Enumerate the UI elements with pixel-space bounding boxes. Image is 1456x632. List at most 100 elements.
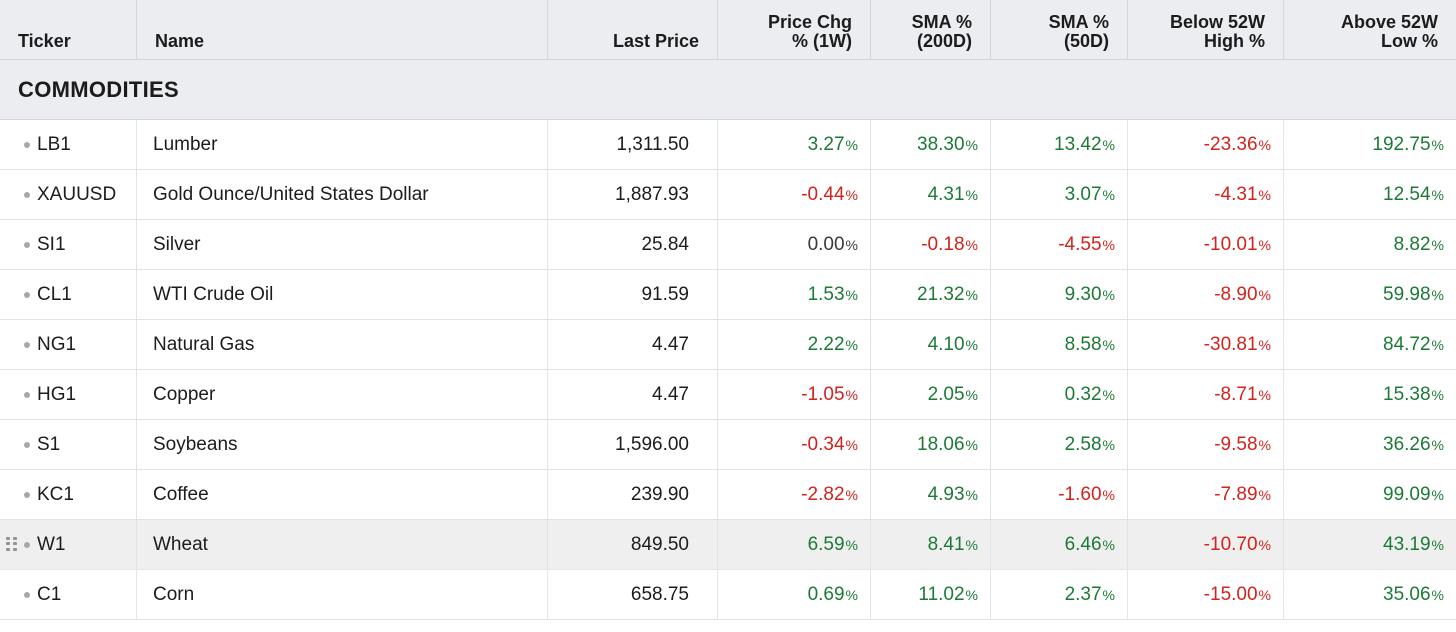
percent-value: -10.01 bbox=[1203, 233, 1258, 255]
percent-value: 21.32 bbox=[917, 283, 965, 305]
above-52w-low-cell: 43.19% bbox=[1284, 520, 1456, 569]
percent-value: 8.58 bbox=[1064, 333, 1102, 355]
sma-50d-cell: 2.37% bbox=[991, 570, 1128, 619]
percent-value: -30.81 bbox=[1203, 333, 1258, 355]
ticker-symbol: KC1 bbox=[37, 483, 74, 505]
percent-sign: % bbox=[845, 536, 858, 553]
percent-value: 36.26 bbox=[1383, 433, 1431, 455]
header-line: (200D) bbox=[916, 31, 972, 51]
name-cell: Natural Gas bbox=[137, 320, 548, 369]
percent-sign: % bbox=[1102, 536, 1115, 553]
column-header-below-52w-high[interactable]: Below 52W High % bbox=[1128, 0, 1284, 59]
column-header-ticker[interactable]: Ticker bbox=[0, 0, 137, 59]
percent-sign: % bbox=[1258, 186, 1271, 203]
price-chg-1w-cell: -1.05% bbox=[718, 370, 871, 419]
name-cell: Soybeans bbox=[137, 420, 548, 469]
price-chg-1w-cell: 6.59% bbox=[718, 520, 871, 569]
ticker-cell[interactable]: C1 bbox=[0, 570, 137, 619]
last-price-value: 1,887.93 bbox=[615, 183, 689, 205]
last-price-value: 4.47 bbox=[652, 333, 689, 355]
sma-50d-cell: -1.60% bbox=[991, 470, 1128, 519]
percent-sign: % bbox=[1258, 486, 1271, 503]
percent-value: -4.55 bbox=[1058, 233, 1102, 255]
header-line: (50D) bbox=[1063, 31, 1109, 51]
column-header-name[interactable]: Name bbox=[137, 0, 548, 59]
percent-value: 18.06 bbox=[917, 433, 965, 455]
above-52w-low-cell: 8.82% bbox=[1284, 220, 1456, 269]
column-header-last-price[interactable]: Last Price bbox=[548, 0, 718, 59]
column-header-price-chg-1w[interactable]: Price Chg% (1W) bbox=[718, 0, 871, 59]
above-52w-low-cell: 59.98% bbox=[1284, 270, 1456, 319]
table-row[interactable]: W1 Wheat 849.50 6.59% 8.41% 6.46% -10.70% 43.19… bbox=[0, 520, 1456, 570]
percent-sign: % bbox=[1258, 336, 1271, 353]
table-row[interactable]: S1 Soybeans 1,596.00 -0.34% 18.06% 2.58% -9.58… bbox=[0, 420, 1456, 470]
table-row[interactable]: C1 Corn 658.75 0.69% 11.02% 2.37% -15.00% 35.06… bbox=[0, 570, 1456, 620]
above-52w-low-cell: 36.26% bbox=[1284, 420, 1456, 469]
percent-sign: % bbox=[1102, 336, 1115, 353]
column-header-sma-50d[interactable]: SMA % (50D) bbox=[991, 0, 1128, 59]
ticker-cell[interactable]: XAUUSD bbox=[0, 170, 137, 219]
last-price-value: 658.75 bbox=[630, 583, 689, 605]
column-header-sma-200d[interactable]: SMA % (200D) bbox=[871, 0, 991, 59]
percent-value: 38.30 bbox=[917, 133, 965, 155]
percent-sign: % bbox=[1102, 236, 1115, 253]
table-row[interactable]: CL1 WTI Crude Oil 91.59 1.53% 21.32% 9.30% -8.… bbox=[0, 270, 1456, 320]
instrument-name: Wheat bbox=[153, 533, 208, 555]
ticker-symbol: NG1 bbox=[37, 333, 77, 355]
table-row[interactable]: KC1 Coffee 239.90 -2.82% 4.93% -1.60% -7.89% 99… bbox=[0, 470, 1456, 520]
table-row[interactable]: LB1 Lumber 1,311.50 3.27% 38.30% 13.42% -23.36… bbox=[0, 120, 1456, 170]
last-price-cell: 25.84 bbox=[548, 220, 718, 269]
percent-sign: % bbox=[1258, 536, 1271, 553]
sma-50d-cell: 13.42% bbox=[991, 120, 1128, 169]
table-row[interactable]: XAUUSD Gold Ounce/United States Dollar 1,8… bbox=[0, 170, 1456, 220]
drag-handle-icon[interactable] bbox=[6, 537, 18, 551]
ticker-cell[interactable]: W1 bbox=[0, 520, 137, 569]
last-price-cell: 658.75 bbox=[548, 570, 718, 619]
instrument-name: WTI Crude Oil bbox=[153, 283, 274, 305]
ticker-cell[interactable]: SI1 bbox=[0, 220, 137, 269]
percent-value: 6.59 bbox=[807, 533, 845, 555]
column-header-last-price-label: Last Price bbox=[612, 31, 699, 51]
ticker-cell[interactable]: NG1 bbox=[0, 320, 137, 369]
sma-50d-cell: 8.58% bbox=[991, 320, 1128, 369]
percent-value: -0.34 bbox=[801, 433, 845, 455]
ticker-cell[interactable]: S1 bbox=[0, 420, 137, 469]
sma-200d-cell: 2.05% bbox=[871, 370, 991, 419]
percent-value: 99.09 bbox=[1383, 483, 1431, 505]
percent-value: 4.10 bbox=[927, 333, 965, 355]
percent-sign: % bbox=[965, 186, 978, 203]
percent-sign: % bbox=[1258, 236, 1271, 253]
percent-value: 13.42 bbox=[1054, 133, 1102, 155]
instrument-name: Natural Gas bbox=[153, 333, 255, 355]
instrument-name: Corn bbox=[153, 583, 195, 605]
table-body: LB1 Lumber 1,311.50 3.27% 38.30% 13.42% -23.36… bbox=[0, 120, 1456, 620]
percent-value: 8.82 bbox=[1393, 233, 1431, 255]
bullet-dot-icon bbox=[24, 241, 30, 248]
above-52w-low-cell: 35.06% bbox=[1284, 570, 1456, 619]
table-header: Ticker Name Last Price Price Chg% (1W) S… bbox=[0, 0, 1456, 60]
section-header-commodities[interactable]: COMMODITIES bbox=[0, 60, 1456, 120]
sma-200d-cell: 4.31% bbox=[871, 170, 991, 219]
ticker-cell[interactable]: HG1 bbox=[0, 370, 137, 419]
table-row[interactable]: SI1 Silver 25.84 0.00% -0.18% -4.55% -10.01% 8.… bbox=[0, 220, 1456, 270]
percent-sign: % bbox=[845, 386, 858, 403]
last-price-cell: 4.47 bbox=[548, 370, 718, 419]
last-price-value: 849.50 bbox=[630, 533, 689, 555]
table-row[interactable]: NG1 Natural Gas 4.47 2.22% 4.10% 8.58% -30.81%… bbox=[0, 320, 1456, 370]
percent-sign: % bbox=[845, 136, 858, 153]
sma-200d-cell: 38.30% bbox=[871, 120, 991, 169]
percent-value: 4.31 bbox=[927, 183, 965, 205]
ticker-cell[interactable]: KC1 bbox=[0, 470, 137, 519]
sma-50d-cell: 3.07% bbox=[991, 170, 1128, 219]
ticker-cell[interactable]: LB1 bbox=[0, 120, 137, 169]
last-price-cell: 239.90 bbox=[548, 470, 718, 519]
ticker-cell[interactable]: CL1 bbox=[0, 270, 137, 319]
percent-sign: % bbox=[965, 586, 978, 603]
last-price-value: 91.59 bbox=[641, 283, 689, 305]
column-header-sma-50d-label: SMA % (50D) bbox=[1049, 13, 1109, 51]
last-price-value: 4.47 bbox=[652, 383, 689, 405]
table-row[interactable]: HG1 Copper 4.47 -1.05% 2.05% 0.32% -8.71% 15.38… bbox=[0, 370, 1456, 420]
column-header-above-52w-low[interactable]: Above 52W Low % bbox=[1284, 0, 1456, 59]
percent-sign: % bbox=[965, 236, 978, 253]
bullet-dot-icon bbox=[24, 141, 30, 148]
